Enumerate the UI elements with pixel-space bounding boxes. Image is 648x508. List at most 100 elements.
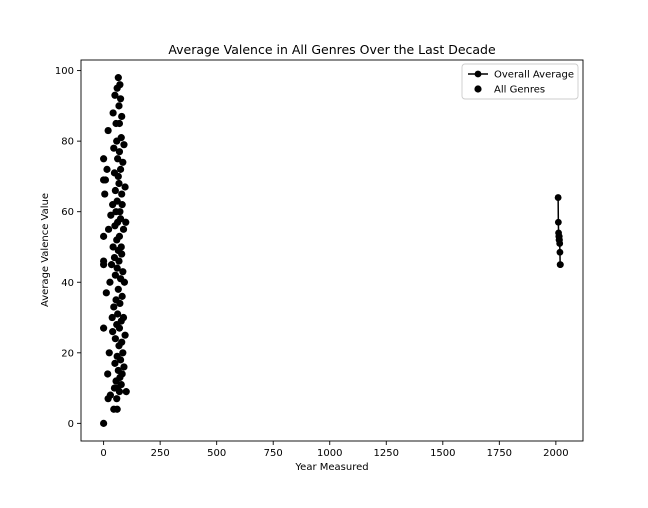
scatter-point (120, 363, 128, 371)
scatter-point (115, 148, 124, 156)
scatter-point (118, 190, 126, 198)
y-tick-label: 0 (68, 419, 74, 430)
scatter-point (116, 356, 125, 364)
scatter-point (101, 176, 110, 184)
scatter-point (117, 134, 125, 142)
scatter-point (117, 243, 125, 251)
scatter-point (116, 165, 125, 173)
plot-area (100, 74, 564, 427)
scatter-point (105, 349, 113, 357)
scatter-point (104, 370, 112, 378)
scatter-point (122, 218, 130, 226)
legend-marker-swatch (474, 85, 482, 93)
x-tick-label: 1500 (430, 448, 455, 459)
scatter-point (107, 211, 115, 219)
y-tick-label: 40 (61, 278, 74, 289)
line-marker (556, 248, 564, 256)
scatter-point (120, 141, 128, 149)
scatter-point (108, 313, 116, 322)
y-tick-label: 60 (61, 207, 74, 218)
scatter-point (100, 155, 108, 163)
scatter-point (111, 335, 119, 343)
x-tick-label: 500 (207, 448, 226, 459)
scatter-point (115, 102, 123, 110)
scatter-point (121, 331, 129, 339)
scatter-point (116, 299, 124, 308)
scatter-point (100, 419, 108, 427)
scatter-point (109, 109, 117, 117)
scatter-point (106, 278, 114, 286)
scatter-point (102, 289, 110, 297)
line-marker (556, 240, 564, 247)
axes: 0 250 500 750 1000 1250 1500 1750 2000 0 20 40 60 80 1… (55, 59, 584, 459)
scatter-point (118, 370, 126, 378)
scatter-point (114, 172, 122, 181)
scatter-point (115, 388, 124, 396)
scatter-point (101, 190, 109, 198)
scatter-point (113, 405, 121, 413)
scatter-point (113, 264, 121, 272)
scatter-point (116, 208, 124, 216)
y-tick-label: 80 (61, 137, 74, 148)
legend-marker-swatch (474, 70, 482, 78)
scatter-point (114, 310, 122, 318)
scatter-point (111, 359, 119, 367)
scatter-point (114, 155, 122, 163)
line-marker (554, 194, 562, 201)
scatter-point (121, 183, 129, 191)
y-tick-label: 100 (55, 66, 74, 77)
scatter-point (118, 250, 126, 258)
scatter-point (110, 303, 118, 311)
line-marker (554, 218, 562, 226)
line-marker (556, 261, 564, 269)
scatter-point (110, 144, 118, 152)
x-tick-label: 1250 (374, 448, 399, 459)
scatter-point (115, 119, 124, 128)
scatter-point (106, 391, 114, 399)
scatter-point (107, 261, 116, 269)
scatter-point (116, 215, 125, 223)
scatter-point (119, 349, 127, 357)
scatter-point (104, 225, 113, 233)
scatter-point (109, 328, 117, 336)
scatter-point (103, 165, 111, 173)
x-tick-label: 1750 (487, 448, 512, 459)
scatter-point (114, 285, 122, 293)
scatter-point (109, 243, 117, 251)
scatter-point (118, 112, 126, 121)
legend-label: All Genres (494, 85, 545, 96)
scatter-point (119, 268, 127, 276)
x-axis-label: Year Measured (294, 462, 368, 473)
scatter-point (115, 179, 123, 188)
x-tick-label: 750 (264, 448, 283, 459)
scatter-point (118, 292, 126, 300)
legend: Overall Average All Genres (461, 63, 579, 100)
legend-label: Overall Average (494, 70, 574, 81)
scatter-point (119, 225, 128, 233)
scatter-point (115, 324, 124, 332)
scatter-point (111, 91, 119, 99)
axes-frame (80, 59, 584, 442)
scatter-point (100, 232, 108, 240)
x-tick-label: 2000 (543, 448, 568, 459)
scatter-point (119, 158, 127, 166)
scatter-point (100, 257, 108, 265)
scatter-point (116, 81, 124, 89)
scatter-point (117, 380, 125, 389)
scatter-point (104, 126, 112, 135)
y-tick-label: 20 (61, 348, 74, 359)
scatter-point (100, 324, 108, 332)
x-tick-label: 1000 (317, 448, 342, 459)
scatter-point (113, 395, 121, 403)
x-tick-label: 250 (151, 448, 170, 459)
scatter-point (118, 338, 126, 346)
scatter-point (111, 271, 119, 279)
scatter-point (116, 95, 125, 103)
y-axis-label: Average Valence Value (40, 193, 51, 307)
scatter-point (115, 232, 124, 240)
scatter-point (115, 257, 123, 265)
legend-box (461, 63, 579, 100)
chart-title: Average Valence in All Genres Over the L… (168, 42, 496, 57)
